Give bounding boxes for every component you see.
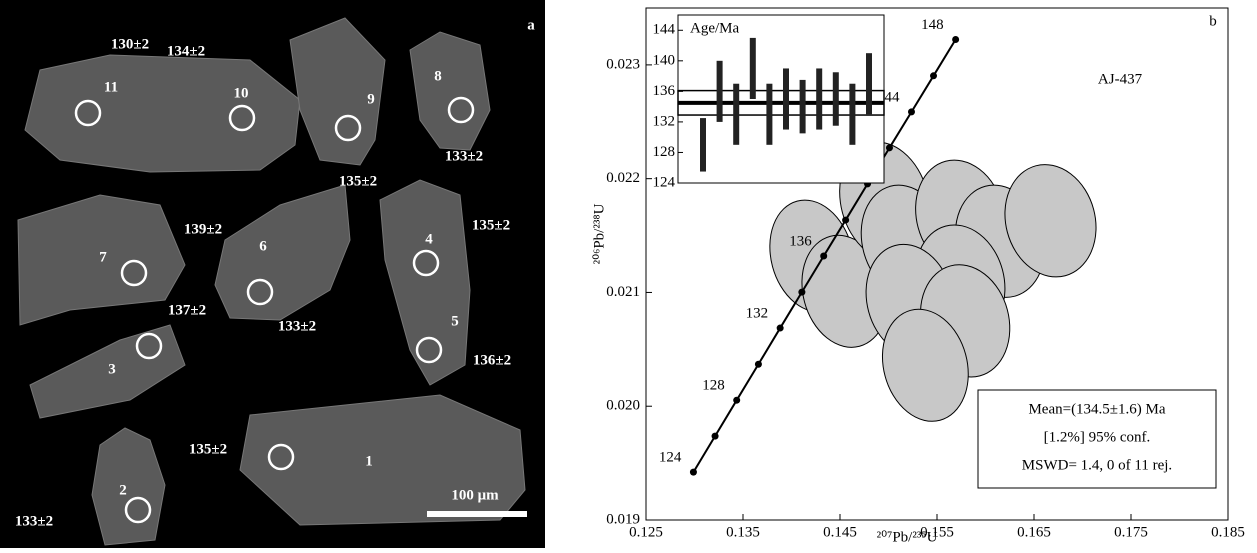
inset-y-tick-label: 128: [653, 144, 676, 160]
x-tick-label: 0.185: [1211, 524, 1245, 540]
age-marker: [886, 144, 893, 151]
age-marker: [777, 325, 784, 332]
y-tick-label: 0.019: [606, 511, 640, 527]
age-bar: [816, 68, 822, 129]
age-label: 132: [746, 305, 769, 321]
age-bar: [766, 84, 772, 145]
inset-y-tick-label: 140: [653, 52, 676, 68]
y-tick-label: 0.020: [606, 398, 640, 414]
spot-number: 10: [234, 85, 249, 101]
result-text: [1.2%] 95% conf.: [1044, 429, 1151, 445]
age-marker: [755, 361, 762, 368]
spot-number: 6: [259, 238, 267, 254]
age-bar: [733, 84, 739, 145]
age-bar: [783, 68, 789, 129]
spot-age: 134±2: [167, 43, 205, 59]
x-tick-label: 0.165: [1017, 524, 1051, 540]
inset-y-tick-label: 132: [653, 113, 676, 129]
age-marker: [820, 253, 827, 260]
spot-number: 8: [434, 68, 442, 84]
x-tick-label: 0.145: [823, 524, 857, 540]
inset-y-tick-label: 136: [653, 83, 676, 99]
age-label: 124: [659, 450, 682, 466]
age-marker: [842, 217, 849, 224]
y-tick-label: 0.021: [606, 284, 640, 300]
spot-number: 3: [108, 361, 116, 377]
sample-name: AJ-437: [1098, 71, 1143, 87]
figure: a 100 μm 1 2 3 4 5 6 7 8 9 10 11 130±2 134±2 135±2 133…: [0, 0, 1257, 548]
spot-age: 133±2: [278, 318, 316, 334]
spot-number: 2: [119, 482, 127, 498]
y-tick-label: 0.022: [606, 170, 640, 186]
age-bar: [866, 53, 872, 114]
age-bar: [700, 118, 706, 171]
age-bar: [849, 84, 855, 145]
age-marker: [733, 397, 740, 404]
y-axis-label: ²⁰⁶Pb/²³⁸U: [591, 203, 607, 264]
scale-label: 100 μm: [451, 487, 499, 503]
age-marker: [712, 433, 719, 440]
age-bar: [800, 80, 806, 133]
inset-y-label: Age/Ma: [690, 20, 739, 36]
spot-age: 135±2: [189, 441, 227, 457]
inset-y-tick-label: 124: [653, 174, 676, 190]
panel-label: b: [1209, 13, 1217, 29]
spot-number: 5: [451, 313, 459, 329]
age-label: 128: [702, 378, 725, 394]
spot-number: 7: [99, 249, 107, 265]
result-text: Mean=(134.5±1.6) Ma: [1028, 401, 1165, 417]
age-marker: [908, 108, 915, 115]
spot-number: 9: [367, 91, 375, 107]
spot-age: 135±2: [472, 217, 510, 233]
age-marker: [952, 36, 959, 43]
spot-number: 11: [104, 79, 118, 95]
age-label: 148: [921, 17, 944, 33]
age-marker: [930, 72, 937, 79]
spot-age: 130±2: [111, 36, 149, 52]
spot-age: 133±2: [445, 148, 483, 164]
spot-age: 137±2: [168, 302, 206, 318]
age-marker: [690, 469, 697, 476]
age-marker: [798, 289, 805, 296]
inset-y-tick-label: 144: [653, 22, 676, 38]
spot-age: 135±2: [339, 173, 377, 189]
spot-age: 139±2: [184, 221, 222, 237]
spot-number: 1: [365, 453, 373, 469]
result-text: MSWD= 1.4, 0 of 11 rej.: [1022, 457, 1172, 473]
spot-number: 4: [425, 231, 433, 247]
x-axis-label: ²⁰⁷Pb/²³⁵U: [877, 529, 938, 545]
age-bar: [717, 61, 723, 122]
panel-label: a: [527, 17, 535, 33]
x-tick-label: 0.135: [726, 524, 760, 540]
age-bar: [833, 72, 839, 125]
age-bar: [750, 38, 756, 99]
age-label: 136: [789, 233, 812, 249]
y-tick-label: 0.023: [606, 56, 640, 72]
x-tick-label: 0.175: [1114, 524, 1148, 540]
spot-age: 136±2: [473, 352, 511, 368]
spot-age: 133±2: [15, 513, 53, 529]
scale-bar: [427, 511, 527, 517]
